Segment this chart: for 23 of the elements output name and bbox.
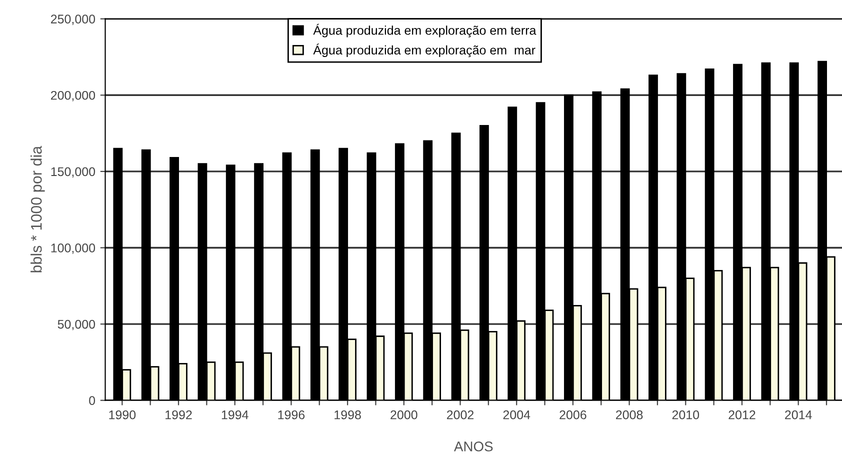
x-tick-label: 1996 xyxy=(278,410,305,420)
x-tick-label: 2008 xyxy=(616,410,643,420)
legend-label: Água produzida em exploração em mar xyxy=(313,44,536,58)
x-tick-label: 2012 xyxy=(728,410,756,420)
x-tick-label: 2002 xyxy=(446,410,474,420)
x-tick-label: 2006 xyxy=(560,410,586,420)
y-axis-title: bbls * 1000 por dia xyxy=(30,146,45,272)
y-tick-label: 200,000 xyxy=(50,90,96,102)
x-tick-label: 2010 xyxy=(672,410,700,420)
y-tick-label: 250,000 xyxy=(50,14,96,25)
y-tick-label: 100,000 xyxy=(51,244,96,254)
x-tick-label: 1994 xyxy=(222,410,248,420)
legend-label: Água produzida em exploração em terra xyxy=(313,24,536,38)
x-axis-title: ANOS xyxy=(454,442,493,452)
x-tick-label: 1992 xyxy=(166,410,192,420)
x-tick-label: 1998 xyxy=(334,410,361,420)
y-tick-label: 50,000 xyxy=(58,320,96,330)
x-tick-label: 1990 xyxy=(109,410,136,420)
x-tick-label: 2000 xyxy=(390,410,418,420)
y-tick-label: 150,000 xyxy=(51,167,96,178)
x-tick-label: 2004 xyxy=(503,410,530,420)
x-tick-label: 2014 xyxy=(785,410,812,420)
y-tick-label: 0 xyxy=(89,396,96,405)
